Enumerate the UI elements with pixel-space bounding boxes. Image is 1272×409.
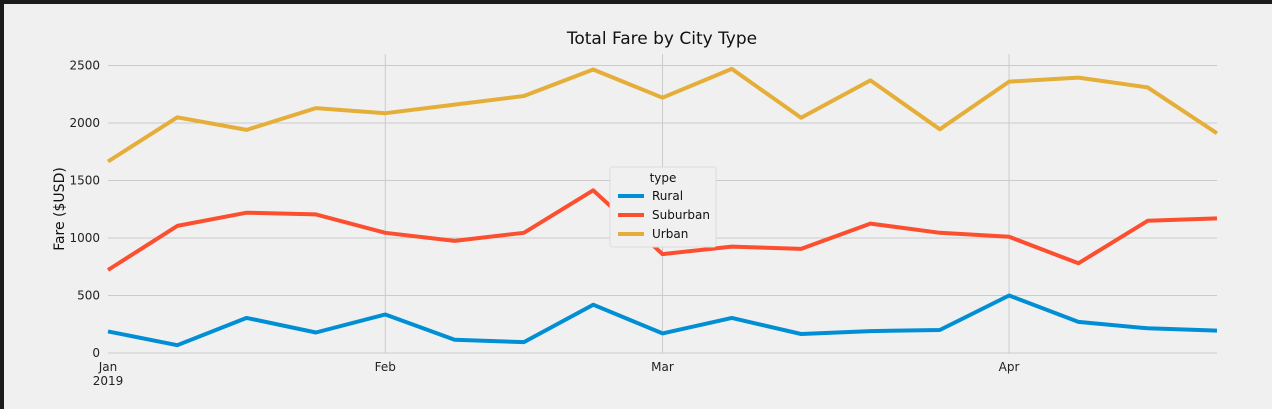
x-tick-label: Apr (999, 360, 1020, 374)
y-axis-label: Fare ($USD) (52, 167, 68, 251)
series-line-suburban (106, 188, 1218, 272)
legend-frame (609, 166, 717, 248)
x-tick-label: Mar (651, 360, 674, 374)
chart-legend: type Rural Suburban Urban (609, 166, 717, 248)
x-tick-sublabel: 2019 (93, 374, 124, 388)
series-layer (106, 66, 1219, 348)
legend-title: type (650, 171, 677, 185)
y-tick-label: 1000 (69, 231, 100, 245)
y-tick-label: 2500 (69, 59, 100, 73)
x-tick-label: Feb (375, 360, 396, 374)
chart-figure: Total Fare by City Type Fare ($USD) 0 500… (4, 4, 1272, 409)
line-chart: Total Fare by City Type Fare ($USD) 0 500… (52, 29, 1219, 389)
y-tick-label: 2000 (69, 116, 100, 130)
legend-items: Rural Suburban Urban (618, 189, 710, 241)
legend-label-rural: Rural (652, 189, 683, 203)
legend-label-suburban: Suburban (652, 208, 710, 222)
series-line-urban (106, 66, 1219, 164)
x-tick-label: Jan (98, 360, 118, 374)
y-tick-label: 0 (92, 346, 100, 360)
chart-title: Total Fare by City Type (566, 29, 757, 49)
legend-label-urban: Urban (652, 227, 688, 241)
y-tick-label: 500 (77, 289, 100, 303)
series-line-rural (107, 293, 1218, 348)
y-tick-label: 1500 (69, 174, 100, 188)
